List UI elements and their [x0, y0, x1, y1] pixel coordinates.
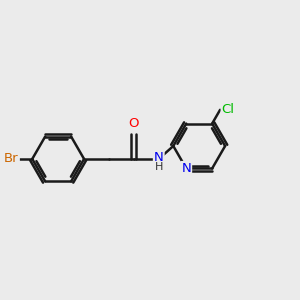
Text: O: O — [129, 117, 139, 130]
Text: Cl: Cl — [222, 103, 235, 116]
Text: Br: Br — [4, 152, 18, 166]
Text: N: N — [154, 152, 164, 164]
Text: H: H — [154, 162, 163, 172]
Text: N: N — [182, 162, 191, 175]
